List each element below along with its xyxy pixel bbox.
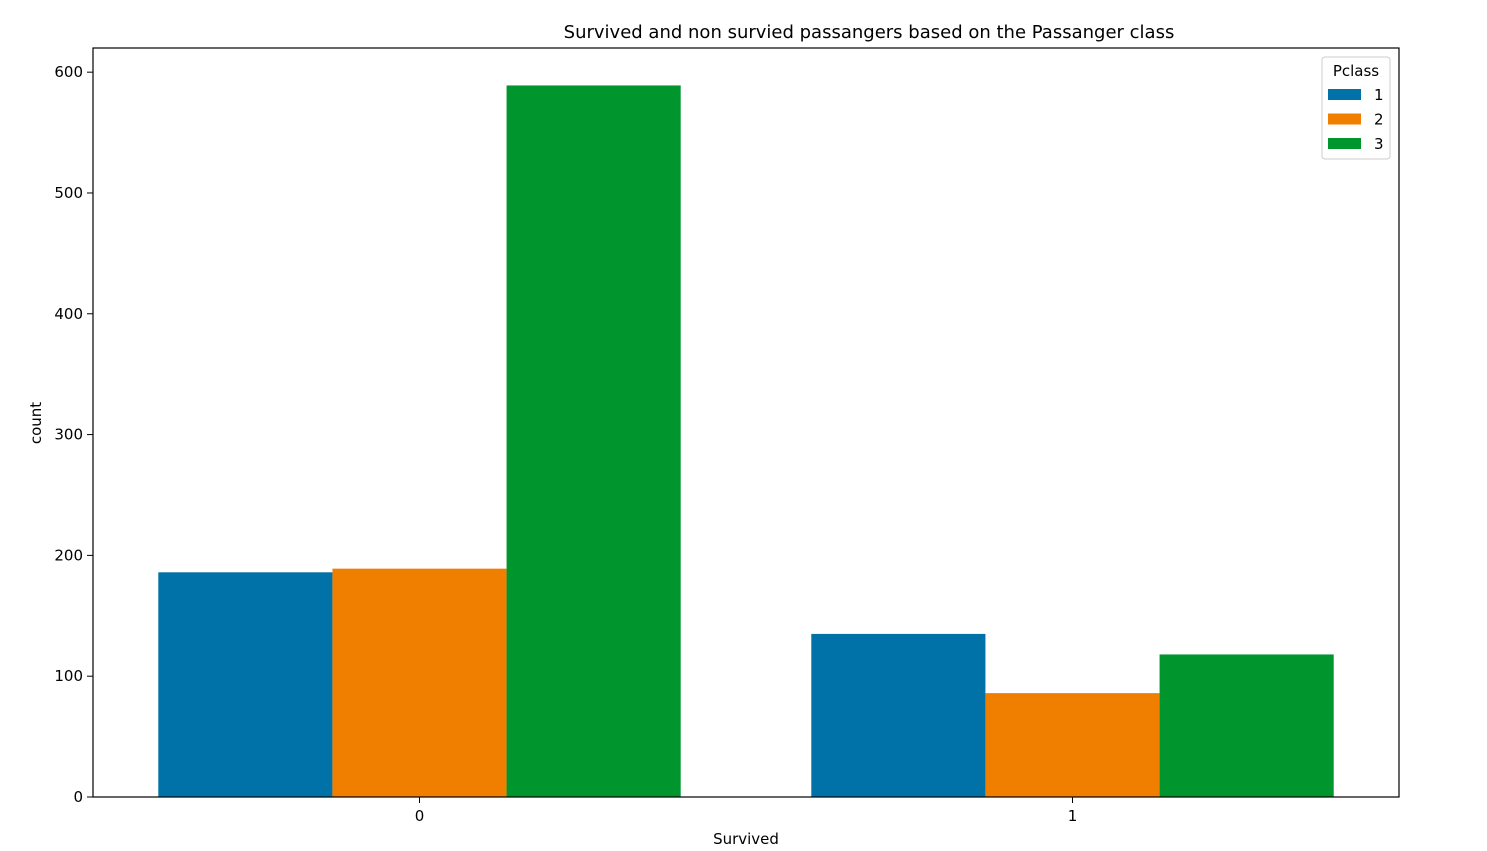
legend-label-2: 2 — [1374, 111, 1384, 129]
y-tick-label: 200 — [54, 546, 83, 564]
chart-title: Survived and non survied passangers base… — [564, 22, 1175, 43]
y-tick-label: 400 — [54, 305, 83, 323]
x-tick-label: 1 — [1068, 807, 1078, 825]
legend-swatch-2 — [1328, 113, 1361, 125]
y-tick-label: 600 — [54, 63, 83, 81]
legend-title: Pclass — [1333, 62, 1379, 80]
legend-label-1: 1 — [1374, 86, 1384, 104]
y-tick-label: 500 — [54, 184, 83, 202]
y-tick-label: 300 — [54, 426, 83, 444]
bar-survived-0-pclass-1 — [158, 572, 333, 797]
x-axis-label: Survived — [713, 830, 779, 848]
legend-frame — [1321, 56, 1391, 160]
bar-survived-0-pclass-3 — [506, 85, 681, 797]
y-tick-label: 0 — [73, 788, 83, 806]
bar-survived-0-pclass-2 — [332, 568, 507, 797]
y-axis: 0 100 200 300 400 500 600 — [54, 63, 93, 806]
legend-swatch-3 — [1328, 138, 1361, 149]
bar-survived-1-pclass-2 — [985, 693, 1160, 797]
y-tick-label: 100 — [54, 667, 83, 685]
x-tick-label: 0 — [415, 807, 425, 825]
y-axis-label: count — [27, 402, 45, 444]
legend-swatch-1 — [1328, 89, 1361, 100]
bar-survived-1-pclass-1 — [811, 633, 986, 797]
legend: Pclass 1 2 3 — [1321, 56, 1391, 160]
bars-group — [158, 85, 1334, 797]
bar-survived-1-pclass-3 — [1159, 654, 1334, 797]
legend-label-3: 3 — [1374, 135, 1384, 153]
plot-frame — [92, 47, 1400, 798]
